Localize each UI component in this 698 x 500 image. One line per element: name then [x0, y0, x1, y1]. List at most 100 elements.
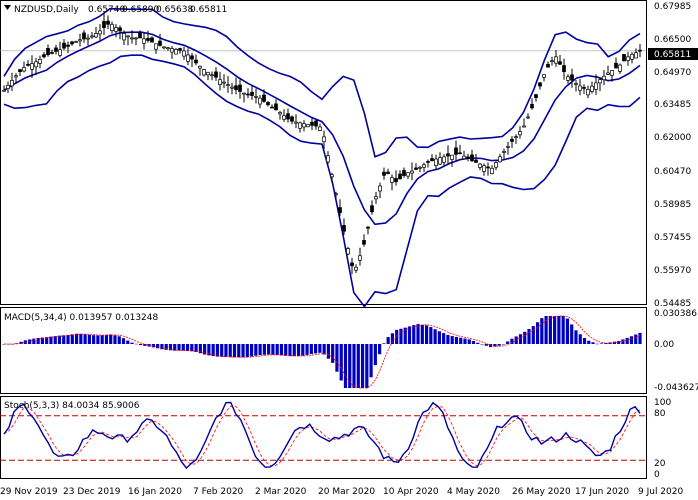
macd-bar [531, 326, 535, 344]
macd-bar [40, 337, 45, 344]
candle-body [306, 124, 310, 128]
macd-bar [348, 344, 352, 388]
macd-bar [168, 344, 173, 351]
candle-body [498, 156, 502, 163]
candle-body [2, 89, 6, 92]
macd-bar [480, 344, 484, 345]
time-label: 2 Mar 2020 [255, 487, 307, 497]
candle-body [162, 46, 166, 49]
candle-body [598, 79, 602, 84]
candle-body [326, 155, 330, 163]
macd-bar [288, 344, 292, 357]
candle-body [554, 56, 558, 64]
candle-body [238, 84, 242, 92]
macd-bar [501, 344, 506, 345]
stoch-label: Stoch(5,3,3) 84.0034 85.9006 [4, 401, 140, 411]
price-tick: 0.55970 [654, 266, 691, 276]
candle-body [374, 196, 378, 200]
macd-bar [279, 344, 284, 356]
candle-body [62, 42, 66, 49]
candle-body [118, 27, 122, 32]
candle-body [182, 50, 186, 57]
macd-bar [138, 344, 143, 346]
candle-body [218, 79, 222, 85]
candle-body [294, 121, 298, 124]
candle-body [98, 30, 102, 35]
candle-body [482, 165, 486, 172]
macd-bar [326, 344, 331, 359]
candle-body [22, 67, 26, 72]
candle-body [14, 75, 18, 78]
candle-body [470, 154, 474, 162]
macd-panel [0, 307, 647, 394]
macd-bar [271, 344, 275, 355]
macd-bar [629, 336, 634, 344]
candle-body [534, 94, 538, 98]
time-label: 16 Jan 2020 [128, 487, 182, 497]
candle-body [606, 72, 610, 75]
price-tick: 0.62000 [654, 133, 691, 143]
macd-bar [241, 344, 245, 358]
macd-bar [463, 338, 467, 344]
macd-bar [92, 335, 96, 344]
candle-body [134, 37, 138, 40]
candle-body [614, 62, 618, 69]
macd-bar [160, 344, 164, 350]
macd-bar [262, 344, 266, 355]
macd-bar [305, 344, 309, 355]
macd-bar [412, 325, 416, 344]
candle-body [186, 54, 190, 62]
candle-body [314, 120, 318, 127]
macd-bar [437, 331, 441, 344]
candle-body [262, 94, 266, 102]
candle-body [214, 71, 218, 78]
candle-body [358, 255, 362, 261]
candle-body [602, 75, 606, 81]
candle-body [122, 33, 126, 41]
candle-body [170, 48, 174, 53]
macd-bar [356, 344, 360, 388]
candle-body [242, 92, 246, 95]
candle-body [274, 103, 278, 111]
macd-bar [578, 334, 582, 344]
candle-body [382, 171, 386, 176]
candle-body [318, 126, 322, 131]
macd-bar [143, 344, 147, 346]
candle-body [338, 207, 342, 213]
macd-bar [625, 337, 629, 344]
candle-body [582, 86, 586, 89]
band-middle-line [3, 31, 641, 226]
macd-bar [339, 344, 343, 381]
macd-bar [591, 342, 595, 344]
candle-body [458, 152, 462, 155]
candle-body [146, 38, 150, 41]
macd-bar [83, 334, 87, 344]
macd-bar [79, 333, 83, 344]
macd-bar [19, 341, 23, 344]
macd-bar [523, 331, 527, 344]
time-label: 20 Mar 2020 [318, 487, 375, 497]
macd-bar [224, 344, 228, 358]
price-tick: 0.60470 [654, 167, 691, 177]
macd-bar [62, 335, 66, 344]
candle-body [610, 70, 614, 76]
macd-bar [275, 344, 279, 356]
macd-bar [442, 333, 446, 344]
macd-bar [254, 344, 258, 356]
macd-bar [471, 340, 476, 344]
price-chart-area [0, 7, 646, 308]
close-value: 0.65811 [190, 5, 227, 15]
candle-body [38, 58, 42, 64]
candle-body [506, 146, 510, 148]
candle-body [394, 178, 398, 183]
candle-body [178, 48, 182, 51]
candle-body [442, 156, 446, 163]
macd-bar [113, 335, 117, 344]
candle-body [254, 96, 258, 98]
macd-bar [70, 334, 74, 344]
candle-body [286, 113, 290, 120]
candle-body [250, 91, 254, 96]
candle-body [54, 47, 58, 52]
collapse-arrow-icon[interactable] [4, 5, 11, 10]
candle-body [398, 173, 402, 180]
